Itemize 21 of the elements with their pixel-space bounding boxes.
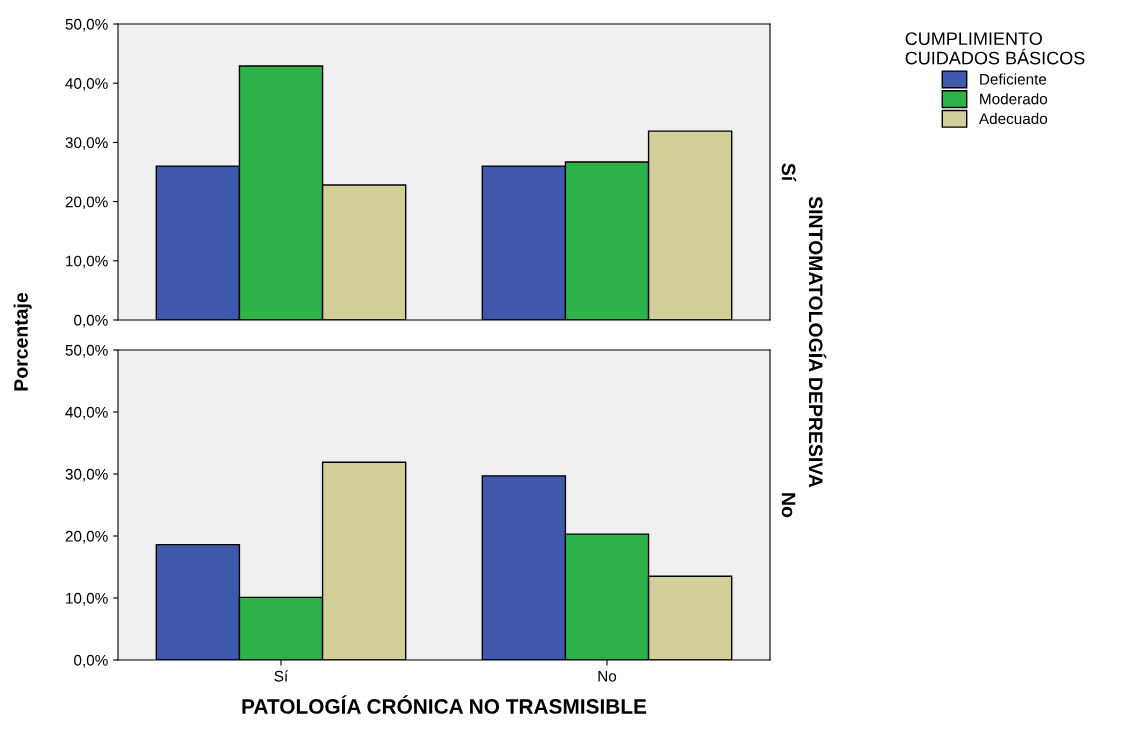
y-tick-label: 0,0% — [74, 654, 108, 668]
y2-axis-title: SINTOMATOLOGÍA DEPRESIVA — [808, 196, 827, 488]
y-tick-label: 0,0% — [74, 314, 108, 328]
legend-title: CUMPLIMIENTO CUIDADOS BÁSICOS — [905, 32, 1085, 65]
y-axis-title: Porcentaje — [13, 292, 32, 391]
y-tick-label: 30,0% — [65, 137, 108, 150]
legend-label: Adecuado — [978, 112, 1048, 125]
y-tick-label: 50,0% — [65, 344, 108, 358]
y-tick-label: 30,0% — [65, 468, 108, 482]
y-tick-label: 40,0% — [65, 78, 108, 91]
y-tick-label: 10,0% — [66, 255, 108, 269]
legend-label: Deficiente — [980, 73, 1047, 85]
text: No — [781, 493, 796, 518]
y-tick-label: 50,0% — [65, 18, 108, 32]
y-tick-label: 20,0% — [65, 196, 108, 210]
legend-label: Moderado — [980, 93, 1048, 105]
y-tick-label: 10,0% — [66, 592, 108, 606]
y-tick-label: 20,0% — [65, 530, 108, 544]
text: Sí — [781, 163, 797, 182]
y-tick-label: 40,0% — [65, 406, 108, 420]
x-axis-title: PATOLOGÍA CRÓNICA NO TRASMISIBLE — [242, 695, 647, 714]
